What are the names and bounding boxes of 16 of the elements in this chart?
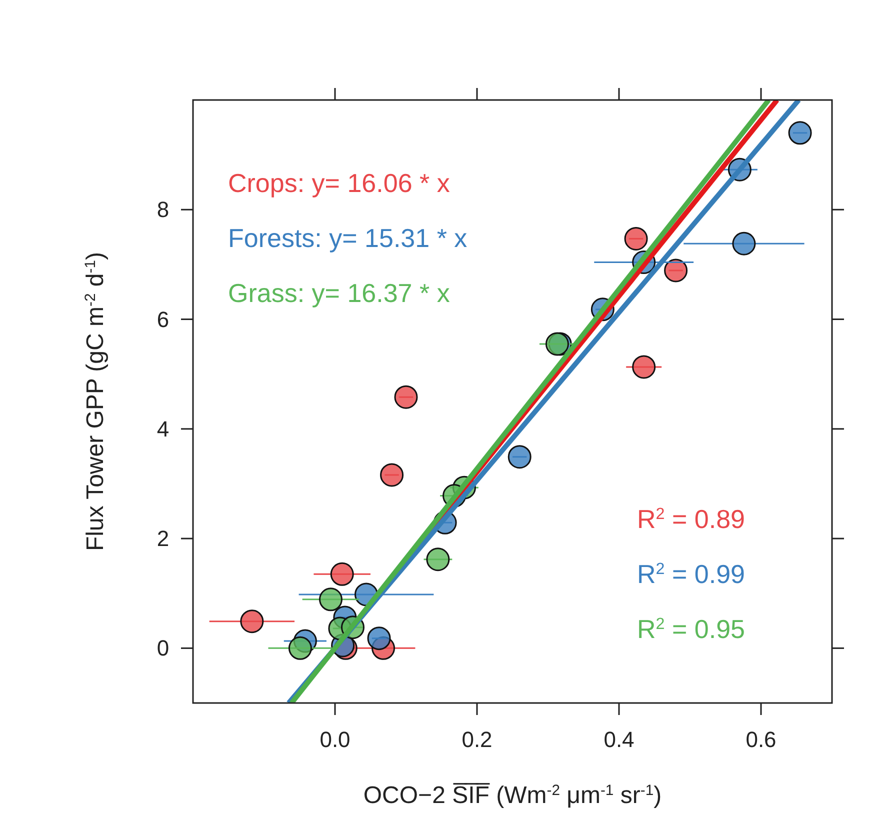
annotation: R$^{2}$ = 0.89 (637, 504, 745, 534)
annotation: R$^{2}$ = 0.99 (637, 559, 745, 589)
x-tick-label: 0.0 (320, 727, 350, 752)
x-tick-label: 0.2 (462, 727, 492, 752)
y-tick-label: 0 (156, 636, 170, 661)
x-tick-label: 0.4 (604, 727, 634, 752)
y-tick-label: 4 (156, 416, 170, 442)
annotation: Forests: y= 15.31 * x (228, 223, 468, 253)
annotation: Grass: y= 16.37 * x (228, 278, 450, 308)
x-tick-label: 0.6 (746, 727, 776, 752)
y-tick-label: 2 (156, 526, 170, 552)
y-tick-label: 6 (156, 306, 170, 332)
annotation: Crops: y= 16.06 * x (228, 168, 450, 198)
annotation: R$^{2}$ = 0.95 (637, 614, 745, 644)
y-tick-label: 8 (156, 197, 170, 222)
x-axis-title: OCO−2 S̅I̅F̅ (Wm$^{-2}$ μm$^{-1}$ sr$^{-1}$) (363, 782, 662, 809)
